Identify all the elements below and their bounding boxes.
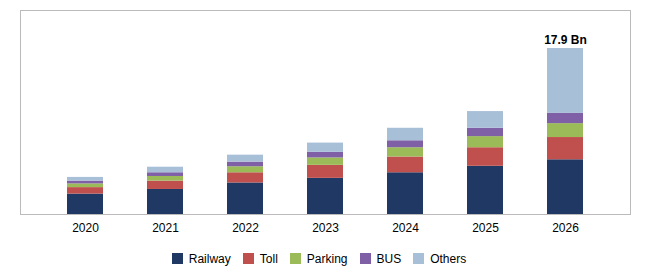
- svg-text:2021: 2021: [152, 221, 179, 235]
- html-text:Railway: Railway: [188, 251, 231, 266]
- svg-text:2025: 2025: [472, 221, 499, 235]
- svg-text:2026: 2026: [552, 221, 579, 235]
- html-text:Others: Others: [430, 251, 467, 266]
- svg-text:2024: 2024: [392, 221, 419, 235]
- html-text:Parking: Parking: [306, 251, 348, 266]
- html-text:BUS: BUS: [376, 251, 402, 266]
- svg-text:17.9 Bn: 17.9 Bn: [544, 33, 587, 47]
- svg-text:2022: 2022: [232, 221, 259, 235]
- svg-text:2023: 2023: [312, 221, 339, 235]
- html-text:Toll: Toll: [259, 251, 278, 266]
- svg-text:2020: 2020: [72, 221, 99, 235]
